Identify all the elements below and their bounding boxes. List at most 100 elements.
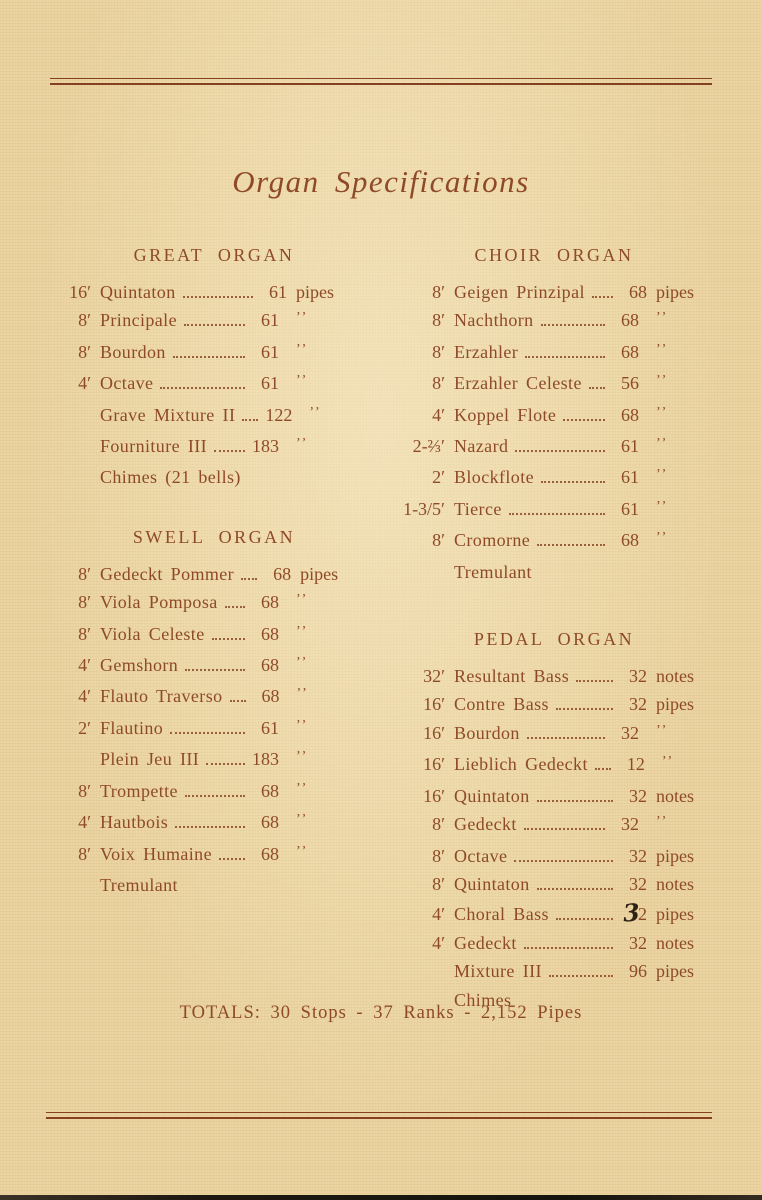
stop-pitch: 8′	[432, 873, 445, 894]
spec-row: 8′ Octave 32 pipes	[396, 842, 712, 870]
spec-row: 4′ Gedeckt 32 notes	[396, 929, 712, 957]
spec-row: Grave Mixture II 122 ’’	[52, 401, 350, 432]
dot-leader	[182, 296, 253, 298]
stop-count: 68	[621, 404, 639, 425]
dot-leader	[563, 418, 605, 421]
stop-name: Mixture III	[454, 961, 542, 982]
stop-name: Lieblich Gedeckt	[454, 754, 588, 775]
stop-unit: pipes	[656, 904, 694, 925]
dot-leader	[526, 736, 605, 739]
stop-unit: pipes	[296, 282, 334, 302]
stop-count: 68	[621, 530, 639, 551]
spec-row: 8′ Viola Pomposa 68 ’’	[52, 588, 350, 619]
stop-pitch: 8′	[78, 310, 91, 331]
stop-count: 68	[261, 780, 279, 801]
spec-row: 2′ Flautino 61 ’’	[52, 714, 350, 745]
spec-row: 8′ Viola Celeste 68 ’’	[52, 620, 350, 651]
stop-pitch: 1-3/5′	[403, 498, 445, 519]
dot-leader	[170, 731, 245, 734]
left-column: GREAT ORGAN 16′ Quintaton 61 pipes 8′ Principa…	[52, 243, 350, 899]
dot-leader	[160, 387, 245, 390]
stop-unit: ’’	[661, 754, 675, 770]
spec-row: 8′ Erzahler Celeste 56 ’’	[396, 369, 712, 400]
stop-pitch: 4′	[78, 373, 91, 394]
stop-pitch: 4′	[78, 655, 91, 676]
spec-row: 2′ Blockflote 61 ’’	[396, 463, 712, 494]
stop-pitch: 8′	[78, 623, 91, 644]
stop-name: Quintaton	[454, 785, 530, 806]
right-column: CHOIR ORGAN 8′ Geigen Prinzipal 68 pipes 8′ Na…	[396, 243, 712, 1014]
dot-leader	[241, 577, 258, 580]
spec-row: Fourniture III 183 ’’	[52, 432, 350, 463]
stop-pitch: 2′	[78, 717, 91, 738]
page-title: Organ Specifications	[232, 164, 530, 199]
stop-name: Choral Bass	[454, 904, 549, 925]
dot-leader	[175, 826, 245, 829]
stop-count: 68	[273, 563, 292, 584]
stop-name: Resultant Bass	[454, 666, 570, 687]
dot-leader	[523, 946, 613, 949]
organ-section: PEDAL ORGAN 32′ Resultant Bass 32 notes 16′ Co…	[396, 627, 712, 1014]
stop-unit: ’’	[656, 373, 669, 389]
stop-unit: ’’	[296, 623, 309, 639]
spec-row: 4′ Gemshorn 68 ’’	[52, 651, 350, 682]
stop-count: 68	[261, 686, 280, 707]
stop-pitch: 8′	[432, 373, 445, 394]
stop-unit: ’’	[656, 341, 669, 357]
spec-row: Mixture III 96 pipes	[396, 957, 712, 985]
dot-leader	[555, 918, 613, 921]
dot-leader	[588, 387, 605, 390]
stop-name: Quintaton	[100, 282, 176, 302]
stop-unit: ’’	[296, 436, 309, 452]
dot-leader	[537, 544, 605, 547]
section-title: PEDAL ORGAN	[473, 629, 635, 650]
spec-row: 8′ Cromorne 68 ’’	[396, 526, 712, 557]
spec-row: 1-3/5′ Tierce 61 ’’	[396, 495, 712, 526]
spec-row: 4′ Choral Bass 32 pipes	[396, 898, 712, 928]
stop-pitch: 8′	[432, 282, 445, 302]
stop-name: Plein Jeu III	[100, 749, 200, 770]
spec-row: 8′ Quintaton 32 notes	[396, 870, 712, 898]
stop-count: 68	[261, 592, 279, 613]
dot-leader	[555, 708, 613, 711]
spec-row: 4′ Hautbois 68 ’’	[52, 808, 350, 839]
dot-leader	[523, 828, 605, 831]
stop-unit: ’’	[296, 843, 309, 859]
dot-leader	[242, 418, 259, 421]
stop-pitch: 8′	[78, 563, 91, 584]
stop-name: Quintaton	[454, 873, 530, 894]
stop-count: 32	[629, 785, 647, 806]
spec-row: Chimes	[396, 986, 712, 1014]
dot-leader	[229, 700, 246, 703]
dot-leader	[515, 450, 605, 453]
stop-name: Hautbois	[100, 812, 169, 833]
stop-name: Blockflote	[454, 467, 534, 488]
dot-leader	[211, 637, 245, 640]
spec-row: 8′ Bourdon 61 ’’	[52, 338, 350, 369]
stop-count: 68	[261, 655, 279, 676]
stop-name: Voix Humaine	[100, 843, 212, 864]
stop-pitch: 4′	[78, 686, 91, 707]
stop-pitch: 2-⅔′	[412, 436, 445, 457]
stop-name: Gedeckt	[454, 814, 517, 835]
stop-unit: pipes	[300, 563, 339, 584]
stop-pitch: 8′	[78, 592, 91, 613]
stop-name: Tremulant	[100, 874, 178, 895]
dot-leader	[514, 859, 613, 862]
stop-unit: ’’	[296, 812, 309, 828]
dot-leader	[185, 669, 245, 672]
stop-count: 68	[261, 812, 279, 833]
stop-pitch: 4′	[78, 812, 91, 833]
stop-name: Bourdon	[100, 341, 166, 362]
stop-unit: ’’	[309, 404, 322, 420]
stop-count: 12	[626, 754, 645, 775]
dot-leader	[540, 481, 605, 484]
stop-count: 61	[269, 282, 287, 302]
spec-row: 8′ Gedeckt 32 ’’	[396, 810, 712, 841]
stop-unit: pipes	[656, 694, 694, 715]
spec-row: Chimes (21 bells)	[52, 463, 350, 491]
stop-name: Koppel Flote	[454, 404, 557, 425]
stop-unit: ’’	[296, 780, 309, 796]
stop-unit: notes	[656, 932, 694, 953]
stop-pitch: 8′	[432, 845, 445, 866]
